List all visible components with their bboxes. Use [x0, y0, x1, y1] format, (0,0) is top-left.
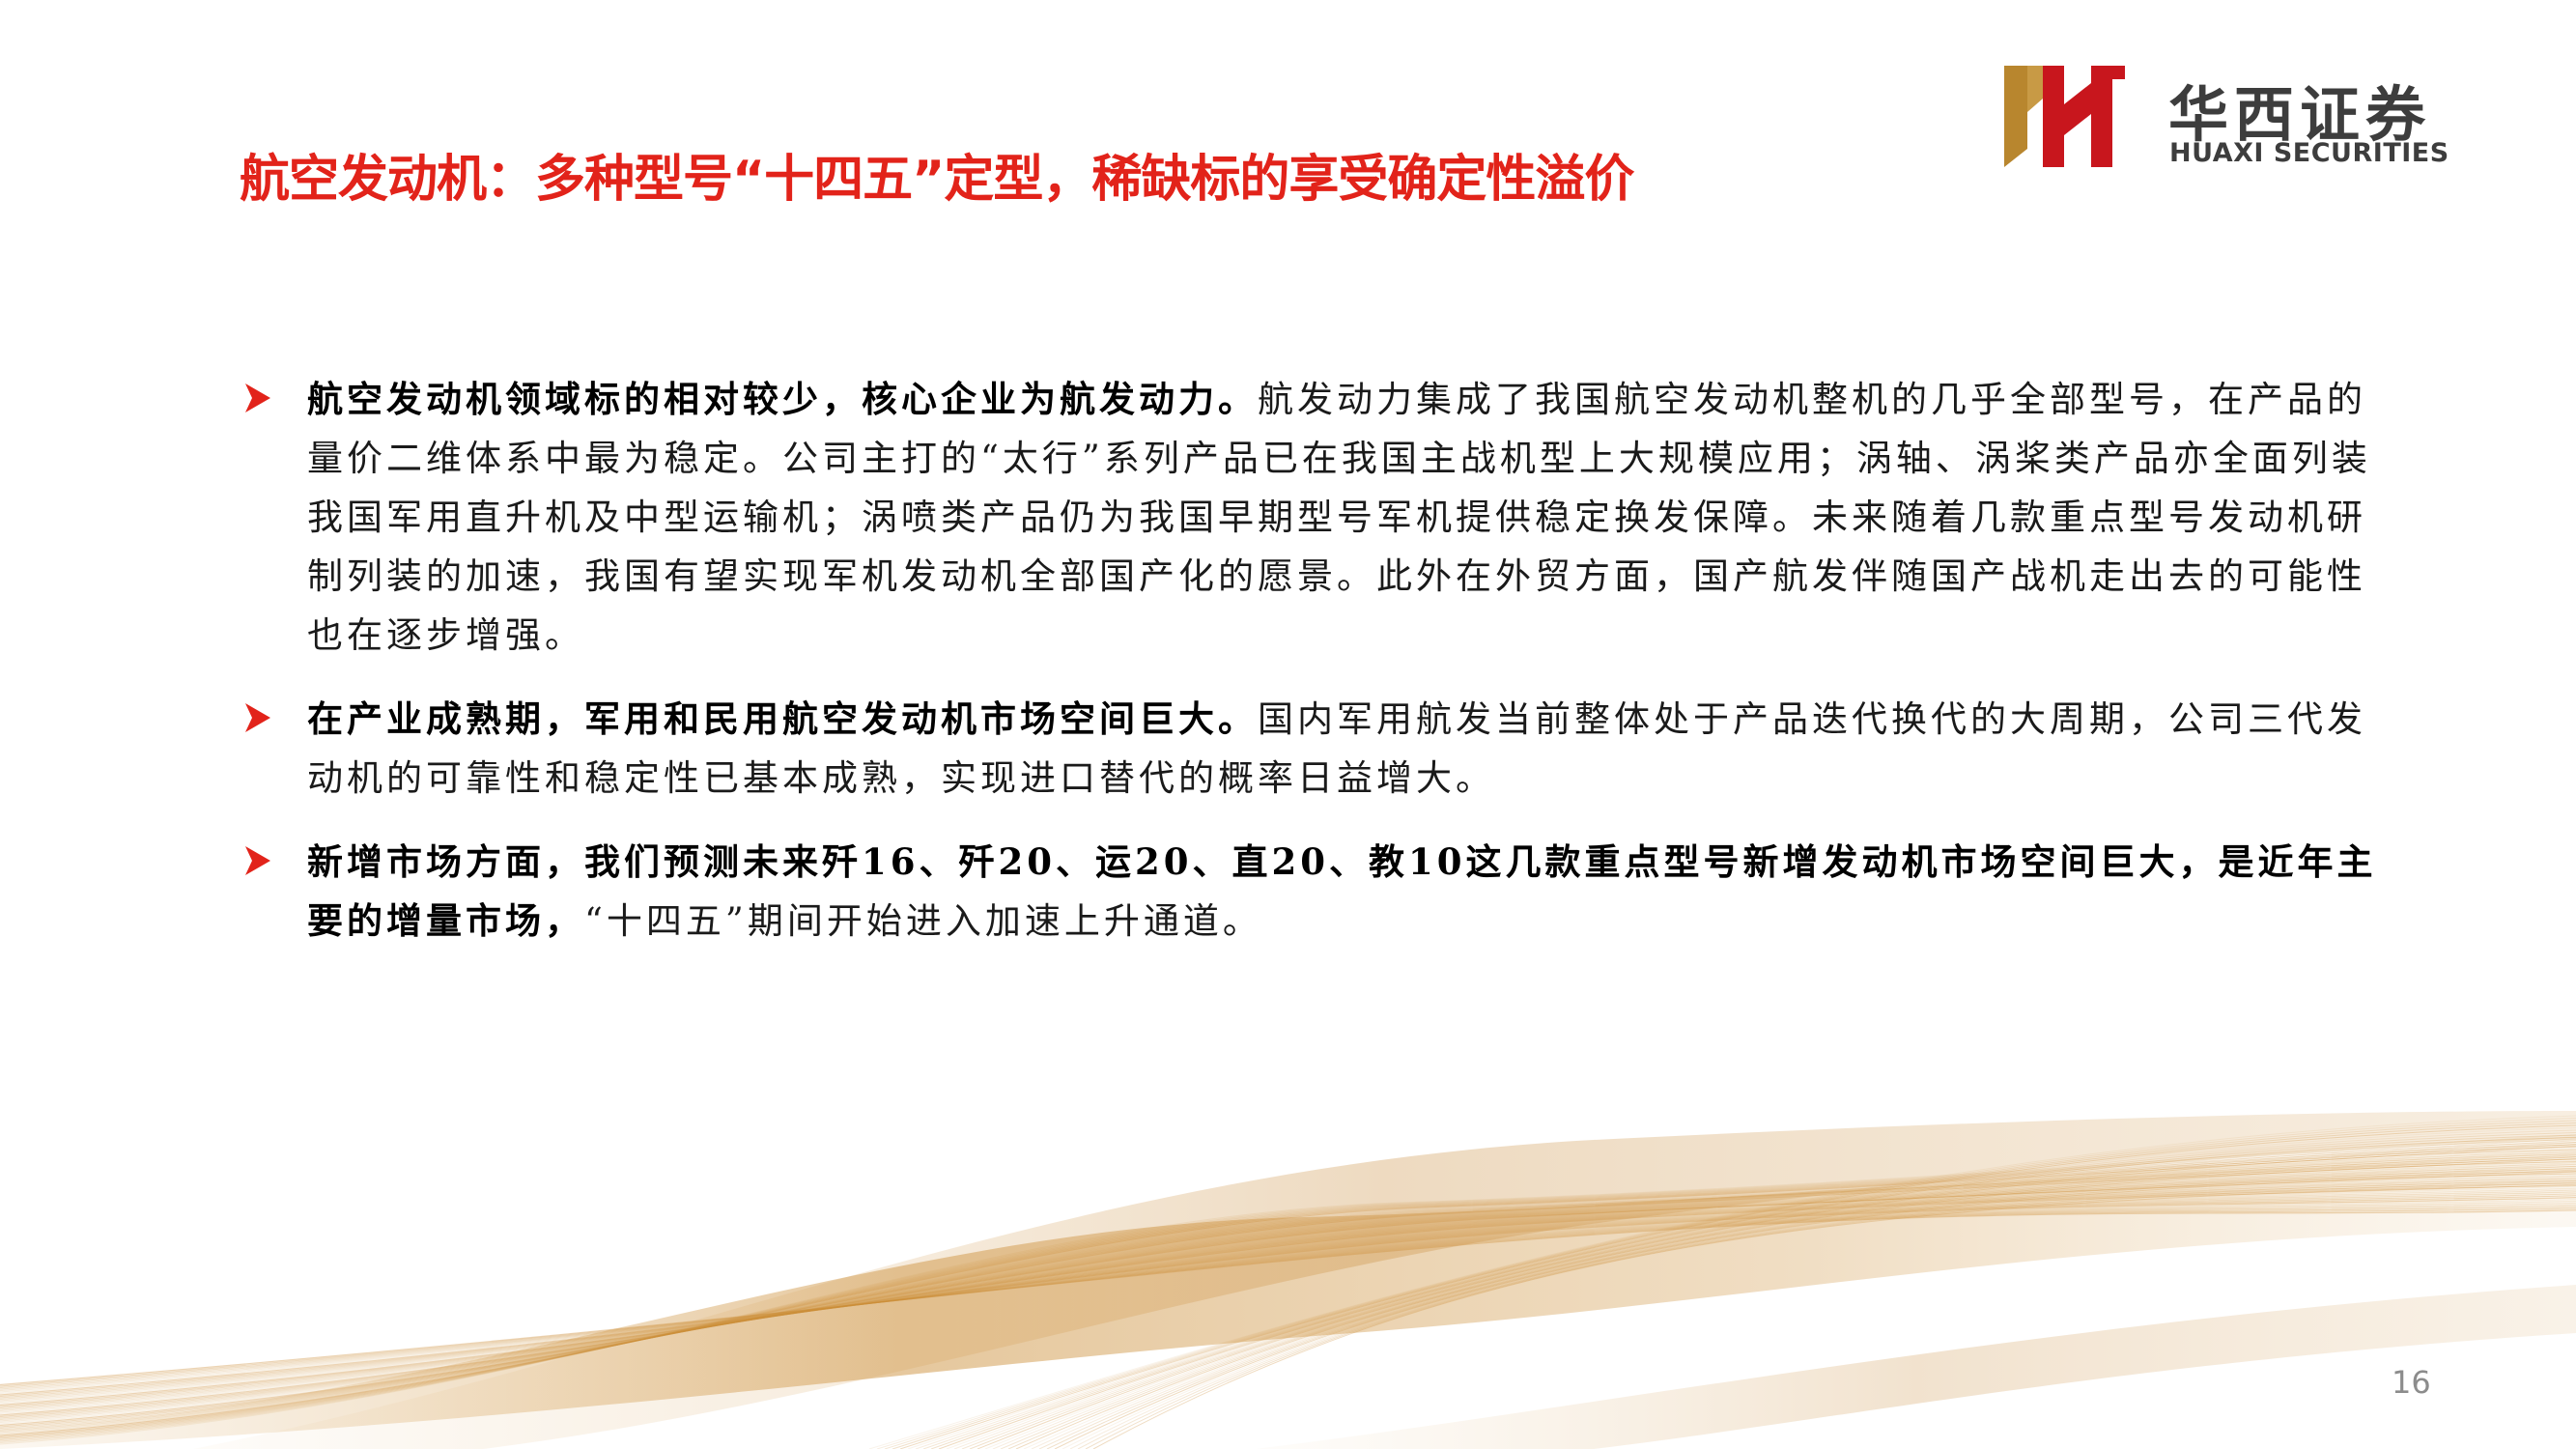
bullet-bold-text: 新增市场方面，我们预测未来歼16、歼20、运20、直20、教10这几款重点型号新… [307, 840, 2377, 942]
bullet-text: 国内军用航发当前整体处于产品迭代换代的大周期，公司三代发动机的可靠性和稳定性已基… [307, 698, 2366, 799]
company-logo: 华西证券 HUAXI SECURITIES [2004, 66, 2526, 172]
bullet-text: 航发动力集成了我国航空发动机整机的几乎全部型号，在产品的量价二维体系中最为稳定。… [307, 379, 2371, 656]
page-number: 16 [2392, 1364, 2431, 1401]
gold-wave-decoration [0, 1111, 2576, 1449]
huaxi-logo-icon [2004, 66, 2125, 167]
arrow-bullet-icon [245, 384, 270, 412]
logo-chinese-name: 华西证券 [2168, 79, 2432, 150]
slide-title: 航空发动机：多种型号“十四五”定型，稀缺标的享受确定性溢价 [240, 151, 1634, 209]
arrow-bullet-icon [245, 703, 270, 732]
bullet-text: “十四五”期间开始进入加速上升通道。 [584, 900, 1262, 942]
arrow-bullet-icon [245, 846, 270, 875]
bullet-item: 新增市场方面，我们预测未来歼16、歼20、运20、直20、教10这几款重点型号新… [241, 833, 2395, 951]
bullet-bold-text: 在产业成熟期，军用和民用航空发动机市场空间巨大。 [307, 697, 1258, 740]
bullet-bold-text: 航空发动机领域标的相对较少，核心企业为航发动力。 [307, 378, 1258, 420]
bullet-list: 航空发动机领域标的相对较少，核心企业为航发动力。航发动力集成了我国航空发动机整机… [241, 370, 2395, 976]
bullet-item: 在产业成熟期，军用和民用航空发动机市场空间巨大。国内军用航发当前整体处于产品迭代… [241, 690, 2395, 808]
bullet-item: 航空发动机领域标的相对较少，核心企业为航发动力。航发动力集成了我国航空发动机整机… [241, 370, 2395, 665]
logo-english-name: HUAXI SECURITIES [2169, 138, 2449, 168]
